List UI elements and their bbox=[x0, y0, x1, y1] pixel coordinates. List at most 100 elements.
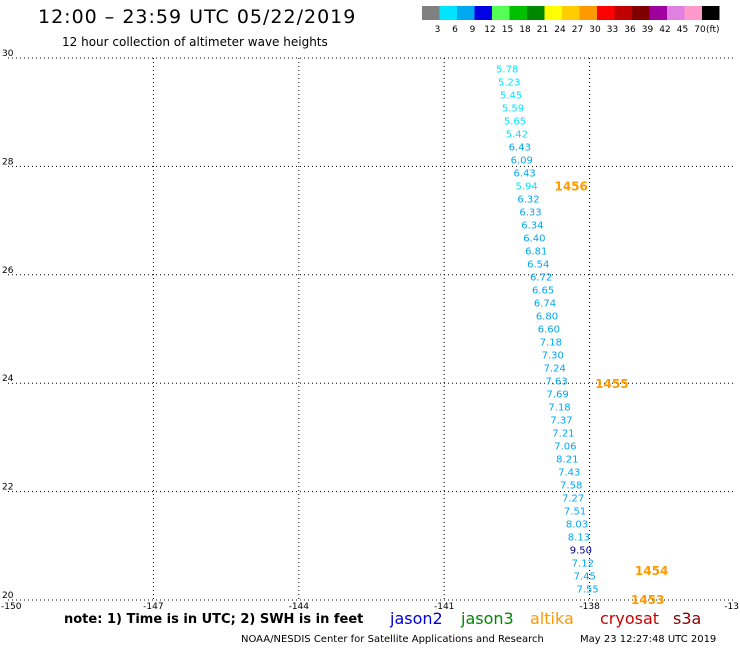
satellite-altika: altika bbox=[530, 609, 574, 628]
legend-swatch bbox=[422, 6, 440, 20]
satellite-jason3: jason3 bbox=[461, 609, 514, 628]
wave-height-plot: 20 22 24 26 28 30 -150 -147 -144 -141 -138 -13 5.78 5… bbox=[1, 49, 739, 610]
legend-tick-label: 15 bbox=[502, 25, 513, 35]
y-tick-label: 30 bbox=[2, 49, 14, 59]
swh-point-label: 6.40 bbox=[523, 233, 545, 244]
pass-time-label: 1456 bbox=[554, 179, 587, 193]
legend-tick-label: 18 bbox=[519, 25, 531, 35]
swh-point-label: 6.34 bbox=[521, 220, 543, 231]
y-tick-label: 22 bbox=[2, 483, 13, 493]
swh-point-label: 6.32 bbox=[517, 194, 539, 205]
legend-tick-label: 3 bbox=[435, 25, 441, 35]
legend-tick-label: 33 bbox=[607, 25, 618, 35]
swh-point-label: 6.54 bbox=[527, 259, 549, 270]
legend-swatch bbox=[579, 6, 597, 20]
legend-tick-label: 30 bbox=[589, 25, 601, 35]
legend-tick-label: 45 bbox=[677, 25, 688, 35]
pass-time-label: 1455 bbox=[595, 377, 628, 391]
legend-swatch bbox=[597, 6, 615, 20]
legend-swatch bbox=[614, 6, 632, 20]
chart-title: 12:00 – 23:59 UTC 05/22/2019 bbox=[38, 6, 357, 28]
swh-point-label: 7.45 bbox=[574, 572, 596, 583]
x-tick-label: -138 bbox=[579, 602, 600, 610]
swh-point-label: 7.58 bbox=[560, 481, 582, 492]
y-tick-label: 28 bbox=[2, 157, 14, 167]
y-tick-label: 20 bbox=[2, 591, 14, 601]
swh-point-label: 7.21 bbox=[552, 429, 574, 440]
satellite-cryosat: cryosat bbox=[600, 609, 660, 628]
color-legend: 3 6 9 12 15 18 21 24 27 30 33 36 39 42 45 70 (ft) bbox=[422, 6, 720, 35]
legend-swatch bbox=[439, 6, 457, 20]
swh-point-label: 6.60 bbox=[538, 324, 560, 335]
swh-point-label: 5.59 bbox=[502, 103, 524, 114]
x-tick-label: -150 bbox=[1, 602, 22, 610]
swh-point-label: 7.43 bbox=[558, 468, 580, 479]
swh-point-label: 7.12 bbox=[572, 559, 594, 570]
swh-point-label: 7.24 bbox=[544, 363, 566, 374]
legend-swatch bbox=[562, 6, 580, 20]
y-tick-label: 24 bbox=[2, 374, 14, 384]
legend-swatch bbox=[509, 6, 527, 20]
x-tick-label: -147 bbox=[143, 602, 163, 610]
generated-timestamp: May 23 12:27:48 UTC 2019 bbox=[580, 634, 717, 645]
swh-point-label: 5.42 bbox=[506, 129, 528, 140]
swh-point-label: 7.27 bbox=[562, 494, 584, 505]
legend-tick-label: 24 bbox=[554, 25, 566, 35]
legend-swatch bbox=[632, 6, 650, 20]
legend-tick-label: 42 bbox=[659, 25, 670, 35]
swh-point-label: 7.63 bbox=[546, 376, 568, 387]
swh-point-label: 6.09 bbox=[511, 155, 533, 166]
swh-point-label: 6.72 bbox=[530, 272, 552, 283]
x-tick-label: -144 bbox=[289, 602, 310, 610]
legend-swatch bbox=[667, 6, 685, 20]
legend-tick-label: 70 bbox=[694, 25, 706, 35]
legend-tick-label: 36 bbox=[624, 25, 636, 35]
legend-swatch bbox=[544, 6, 562, 20]
swh-point-label: 7.51 bbox=[564, 507, 586, 518]
swh-point-label: 5.23 bbox=[498, 77, 520, 88]
legend-swatch bbox=[527, 6, 545, 20]
credit-line: NOAA/NESDIS Center for Satellite Applica… bbox=[241, 634, 544, 645]
chart-subtitle: 12 hour collection of altimeter wave hei… bbox=[62, 35, 328, 49]
swh-point-label: 5.78 bbox=[496, 64, 518, 75]
swh-point-label: 9.50 bbox=[570, 546, 592, 557]
satellite-jason2: jason2 bbox=[390, 609, 443, 628]
swh-point-label: 6.65 bbox=[532, 285, 554, 296]
swh-point-label: 5.45 bbox=[500, 90, 522, 101]
footer-note: note: 1) Time is in UTC; 2) SWH is in fe… bbox=[64, 612, 364, 627]
swh-point-label: 6.81 bbox=[525, 246, 547, 257]
swh-point-label: 7.55 bbox=[577, 585, 599, 596]
legend-swatch bbox=[702, 6, 720, 20]
swh-point-label: 7.18 bbox=[540, 337, 562, 348]
legend-tick-label: 27 bbox=[572, 25, 583, 35]
legend-swatch bbox=[457, 6, 475, 20]
legend-swatch bbox=[649, 6, 667, 20]
swh-point-label: 5.94 bbox=[515, 181, 537, 192]
legend-tick-label: 21 bbox=[537, 25, 548, 35]
legend-tick-label: 9 bbox=[470, 25, 476, 35]
legend-tick-label: (ft) bbox=[706, 25, 720, 35]
swh-point-label: 6.74 bbox=[534, 298, 556, 309]
swh-point-label: 6.43 bbox=[509, 142, 531, 153]
legend-tick-label: 6 bbox=[452, 25, 458, 35]
swh-point-label: 8.03 bbox=[566, 520, 588, 531]
swh-point-label: 6.43 bbox=[514, 168, 536, 179]
legend-swatch bbox=[474, 6, 492, 20]
swh-point-label: 7.18 bbox=[548, 403, 570, 414]
swh-point-label: 5.65 bbox=[504, 116, 526, 127]
swh-point-label: 6.33 bbox=[519, 207, 541, 218]
legend-swatch bbox=[492, 6, 510, 20]
y-tick-label: 26 bbox=[2, 266, 14, 276]
x-tick-label: -13 bbox=[724, 602, 739, 610]
swh-point-label: 8.21 bbox=[556, 455, 578, 466]
swh-point-label: 8.13 bbox=[568, 533, 590, 544]
legend-swatch bbox=[684, 6, 702, 20]
legend-tick-label: 12 bbox=[484, 25, 495, 35]
x-tick-label: -141 bbox=[434, 602, 454, 610]
swh-point-label: 7.69 bbox=[546, 389, 568, 400]
swh-point-label: 7.06 bbox=[554, 442, 576, 453]
pass-time-label: 1453 bbox=[631, 593, 664, 607]
swh-point-label: 7.30 bbox=[542, 350, 564, 361]
legend-tick-label: 39 bbox=[642, 25, 654, 35]
satellite-s3a: s3a bbox=[673, 609, 702, 628]
